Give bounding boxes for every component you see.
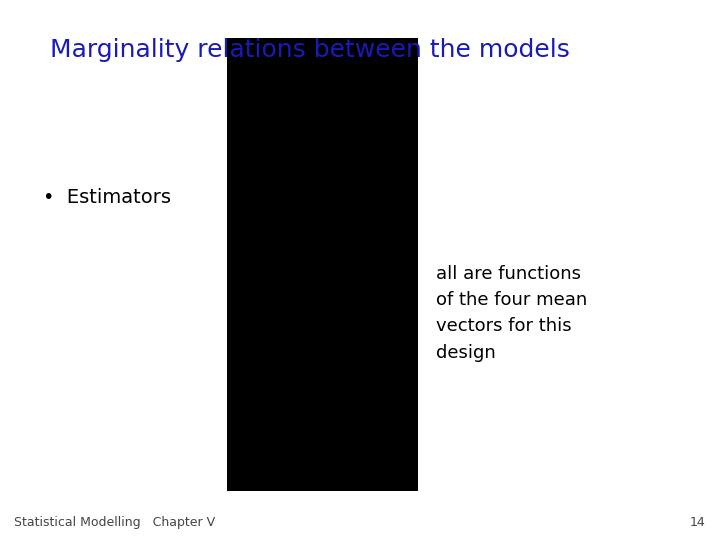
Text: all are functions
of the four mean
vectors for this
design: all are functions of the four mean vecto… [436,265,587,362]
Text: •  Estimators: • Estimators [43,187,171,207]
Text: Marginality relations between the models: Marginality relations between the models [50,38,570,62]
Bar [227,38,418,491]
Text: Statistical Modelling   Chapter V: Statistical Modelling Chapter V [14,516,215,529]
Text: 14: 14 [690,516,706,529]
